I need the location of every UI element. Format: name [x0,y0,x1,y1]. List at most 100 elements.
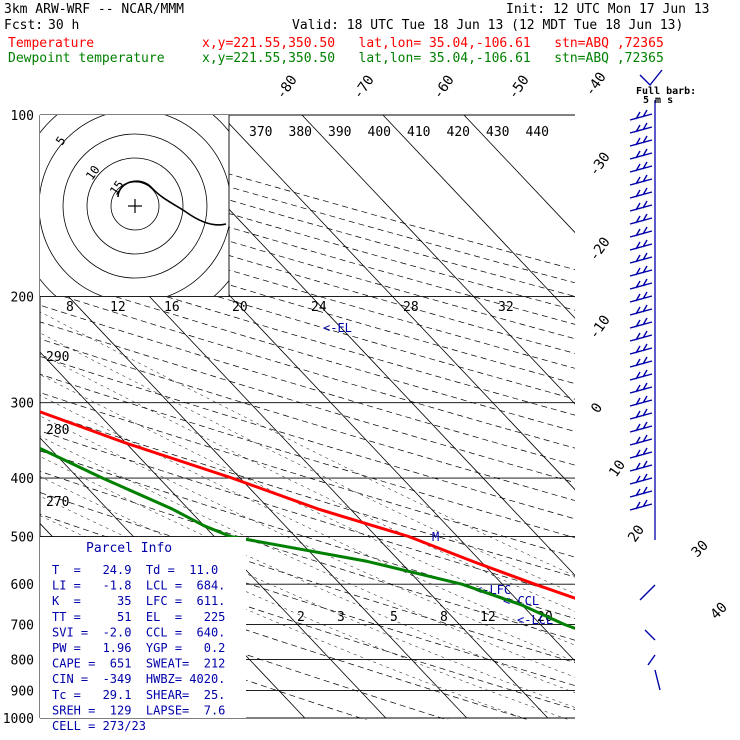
isotherm-line [40,265,468,719]
dry-adiabat [40,304,575,466]
wind-barb [629,434,653,446]
full-barb-sample [639,69,663,87]
parcel-info-row: Tc = 29.1 SHEAR= 25. [52,688,225,702]
moist-adiabat [40,332,575,595]
wind-barb [629,252,653,264]
isotherm-label: 40 [708,600,731,623]
wind-barb [639,584,661,691]
theta-label: 420 [447,125,470,140]
parcel-level-label: <-LFC [475,583,511,597]
parcel-info-row: LI = -1.8 LCL = 684. [52,579,225,593]
pressure-tick-label: 100 [11,109,34,124]
wind-barb [629,447,653,459]
mixing-ratio-label: 16 [164,300,180,315]
theta-label: 380 [289,125,312,140]
parcel-info-title: Parcel Info [86,541,172,556]
isotherm-label: -80 [273,72,301,102]
parcel-info-row: CELL = 273/23 [52,719,146,733]
pressure-tick-label: 800 [11,654,34,669]
dry-adiabat [40,227,575,384]
isotherm-label: -20 [586,234,614,264]
theta-label: 400 [368,125,391,140]
wind-barb [629,343,653,355]
isotherm-line [220,115,575,491]
isotherm-label: -60 [430,72,458,102]
pressure-tick-label: 900 [11,684,34,699]
wind-barb [629,187,653,199]
parcel-info-box [40,537,246,718]
mixing-ratio-label: 20 [232,300,248,315]
wind-barb [629,226,653,238]
theta-label: 370 [249,125,272,140]
parcel-info-row: CIN = -349 HWBZ= 4020. [52,672,225,686]
isotherm-label: -70 [350,72,378,102]
dewpoint-line [40,446,575,630]
temperature-location: x,y=221.55,350.50 lat,lon= 35.04,-106.61… [202,36,664,51]
dewpoint-location: x,y=221.55,350.50 lat,lon= 35.04,-106.61… [202,51,664,66]
wind-barb [629,330,653,342]
mixing-ratio-label: 24 [311,300,327,315]
mixing-ratio-label: 8 [66,300,74,315]
valid-time: Valid: 18 UTC Tue 18 Jun 13 (12 MDT Tue … [292,18,684,33]
dry-adiabat [40,257,575,416]
moist-adiabat [40,476,575,708]
dry-adiabat [40,356,575,520]
wind-barb [629,122,653,134]
hodograph-ring [86,157,184,255]
mixing-ratio-label-lower: 8 [440,610,448,625]
mixing-ratio-label: 32 [498,300,514,315]
wind-barb [629,317,653,329]
isotherm-line [301,115,575,405]
theta-label: 440 [526,125,549,140]
pressure-tick-label: 400 [11,472,34,487]
theta-label-left: 290 [46,350,69,365]
isotherm-line [382,115,575,319]
isotherm-label: -10 [586,312,614,342]
parcel-info-row: T = 24.9 Td = 11.0 [52,563,218,577]
isotherm-label: 10 [606,457,629,480]
wind-barb [629,369,653,381]
isotherm-line [40,351,387,719]
mixing-ratio-label-lower: 12 [480,610,496,625]
parcel-level-label: <-LCL [517,613,553,627]
pressure-tick-label: 300 [11,397,34,412]
dry-adiabat [40,338,575,501]
theta-label-left: 280 [46,423,69,438]
wind-barb [629,486,653,498]
full-barb-units: 5 m s [643,95,673,106]
moist-adiabat [40,395,575,646]
mixing-ratio-label-lower: 5 [390,610,398,625]
dry-adiabat [40,212,575,369]
wind-barb [629,421,653,433]
dry-adiabat [40,583,449,720]
isotherm-label: -40 [582,69,610,99]
isotherm-label: 0 [588,400,606,416]
hodograph-ring [62,133,208,279]
isotherm-label: 30 [689,538,712,561]
mixing-ratio-label-lower: 3 [337,610,345,625]
wind-barb [629,278,653,290]
moist-adiabat [40,311,575,577]
temperature-legend: Temperature [8,36,95,51]
theta-label: 390 [328,125,351,140]
forecast-hour: 30 h [48,18,80,33]
parcel-level-label: <-CCL [503,594,539,608]
moist-adiabat [40,415,575,662]
pressure-tick-label: 500 [11,530,34,545]
theta-label: 410 [407,125,430,140]
wind-barb [629,148,653,160]
wind-barb [629,473,653,485]
wind-barb [629,499,653,511]
wind-barb [629,356,653,368]
dry-adiabat [40,450,575,619]
dewpoint-legend: Dewpoint temperature [8,51,165,66]
wind-barb [629,174,653,186]
theta-label-left: 270 [46,495,69,510]
wind-barb [629,200,653,212]
wind-barb [629,291,653,303]
pressure-tick-label: 600 [11,578,34,593]
hodograph-ring-label: 10 [83,163,103,183]
isotherm-label: 20 [625,522,648,545]
init-time: Init: 12 UTC Mon 17 Jun 13 [506,2,710,17]
